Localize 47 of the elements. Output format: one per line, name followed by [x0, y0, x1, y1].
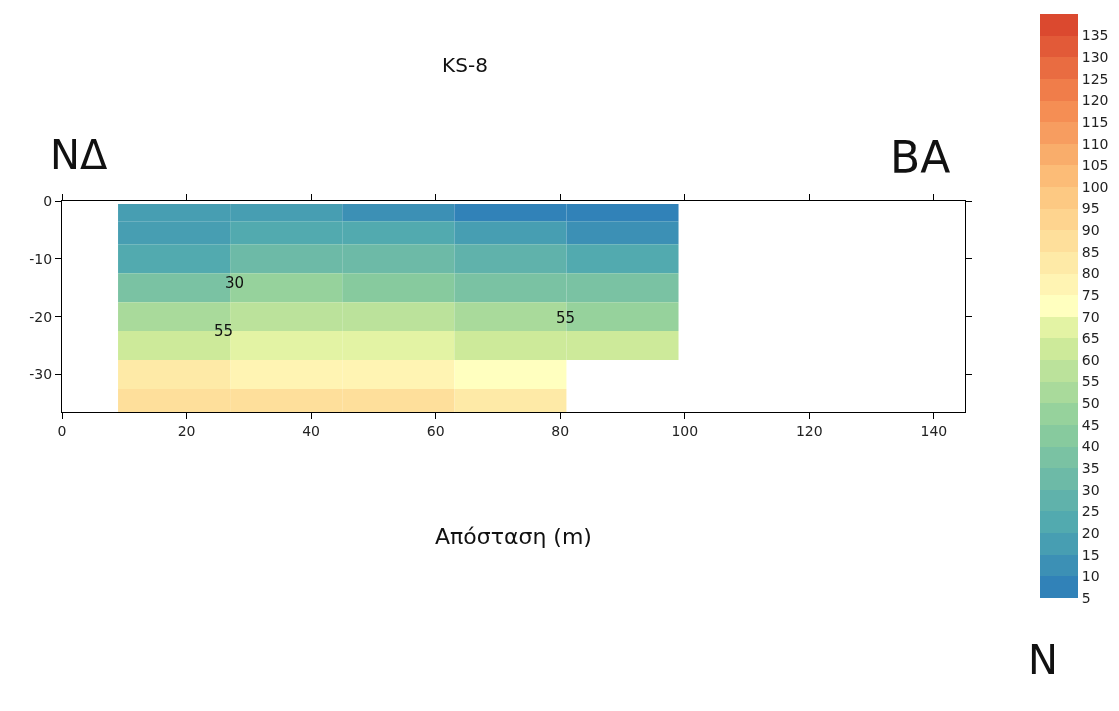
- color-bar-label: 125: [1081, 70, 1109, 87]
- color-bar-label: 60: [1081, 351, 1100, 368]
- color-bar-label: 5: [1081, 589, 1091, 606]
- x-tick-label: 120: [795, 422, 823, 439]
- color-bar-label: 105: [1081, 157, 1109, 174]
- color-bar-label: 10: [1081, 568, 1100, 585]
- color-bar-label: 130: [1081, 49, 1109, 66]
- annotation: 30: [225, 274, 245, 292]
- color-bar-label: 135: [1081, 27, 1109, 44]
- color-bar-label: 50: [1081, 395, 1100, 412]
- x-tick-label: 80: [551, 422, 570, 439]
- color-bar-label: 120: [1081, 92, 1109, 109]
- color-bar-label: 95: [1081, 200, 1100, 217]
- color-bar-label: 90: [1081, 222, 1100, 239]
- x-tick-label: 0: [57, 422, 67, 439]
- color-bar-label: 35: [1081, 459, 1100, 476]
- x-axis-title: Απόσταση (m): [435, 523, 592, 549]
- color-bar-label: 70: [1081, 308, 1100, 325]
- color-bar-label: 15: [1081, 546, 1100, 563]
- chart-title: KS-8: [442, 53, 488, 77]
- x-tick-label: 60: [426, 422, 445, 439]
- y-tick-label: -20: [29, 308, 53, 325]
- color-bar-label: 25: [1081, 503, 1100, 520]
- color-bar-label: 115: [1081, 113, 1109, 130]
- y-tick-label: 0: [43, 192, 53, 209]
- x-tick-label: 40: [302, 422, 321, 439]
- annotation: 55: [556, 309, 576, 327]
- annotation: 55: [214, 322, 234, 340]
- text: N: [1028, 637, 1058, 683]
- text: ΝΔ: [50, 132, 108, 178]
- color-bar-label: 85: [1081, 243, 1100, 260]
- y-tick-label: -30: [29, 366, 53, 383]
- x-tick-label: 20: [177, 422, 196, 439]
- text: ΒΑ: [890, 132, 951, 183]
- color-bar-label: 40: [1081, 438, 1100, 455]
- color-bar-label: 45: [1081, 416, 1100, 433]
- color-bar-label: 80: [1081, 265, 1100, 282]
- color-bar-label: 110: [1081, 135, 1109, 152]
- y-tick-label: -10: [29, 250, 53, 267]
- color-bar-label: 100: [1081, 178, 1109, 195]
- color-bar-label: 55: [1081, 373, 1100, 390]
- color-bar-label: 65: [1081, 330, 1100, 347]
- color-bar-label: 20: [1081, 524, 1100, 541]
- x-tick-label: 140: [920, 422, 948, 439]
- color-bar-label: 75: [1081, 286, 1100, 303]
- x-tick-label: 100: [671, 422, 699, 439]
- color-bar-label: 30: [1081, 481, 1100, 498]
